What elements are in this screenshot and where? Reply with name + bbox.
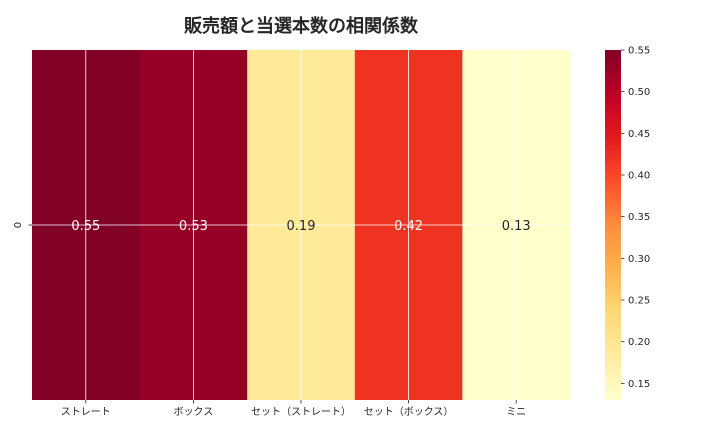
cell-value-label: 0.53 — [179, 219, 208, 234]
colorbar-tick-label: 0.20 — [628, 337, 650, 348]
x-tick-label: ストレート — [61, 407, 111, 418]
colorbar-gradient — [605, 50, 621, 400]
colorbar-tick-label: 0.50 — [628, 87, 650, 98]
chart-title: 販売額と当選本数の相関係数 — [184, 15, 419, 37]
cell-value-label: 0.13 — [502, 219, 531, 234]
y-tick-label: 0 — [13, 222, 24, 228]
x-tick-label: セット（ストレート） — [251, 406, 351, 418]
cell-annotations: 0.55 0.53 0.19 0.42 0.13 — [71, 219, 530, 234]
heatmap-gridlines — [32, 50, 570, 400]
colorbar-tick-label: 0.30 — [628, 254, 650, 265]
x-tick-label: ボックス — [174, 406, 214, 418]
cell-value-label: 0.19 — [287, 219, 316, 234]
colorbar-tick-label: 0.25 — [628, 296, 650, 307]
colorbar-tick-label: 0.35 — [628, 212, 650, 223]
colorbar: 0.15 0.20 0.25 0.30 0.35 0.40 0.45 0.50 0.55 — [605, 46, 650, 400]
colorbar-tick-label: 0.15 — [628, 379, 650, 390]
colorbar-tick-label: 0.45 — [628, 129, 650, 140]
colorbar-tick-label: 0.40 — [628, 171, 650, 182]
x-axis-tick-labels: ストレート ボックス セット（ストレート） セット（ボックス） ミニ — [61, 400, 526, 418]
x-tick-label: ミニ — [506, 407, 526, 418]
colorbar-tick-label: 0.55 — [628, 46, 650, 57]
y-axis-tick-labels: 0 — [13, 222, 32, 228]
x-tick-label: セット（ボックス） — [364, 406, 454, 418]
cell-value-label: 0.55 — [71, 219, 100, 234]
cell-value-label: 0.42 — [394, 219, 423, 234]
